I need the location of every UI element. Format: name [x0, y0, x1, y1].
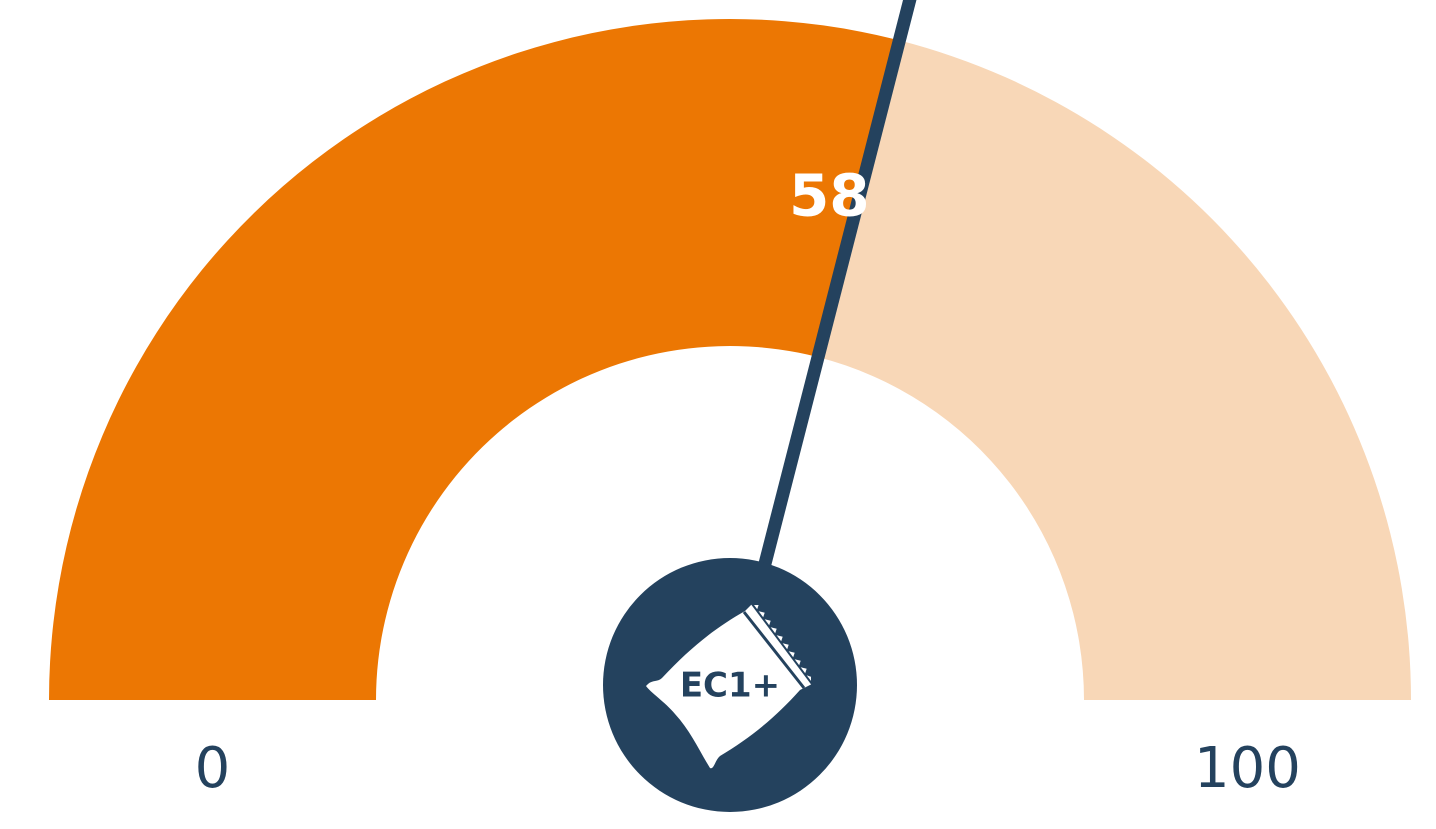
bag-seal-line	[742, 611, 806, 689]
gauge-value-arc	[49, 19, 900, 701]
tick-label: 0	[195, 736, 231, 801]
tick-label: 100	[1194, 736, 1301, 801]
bag-seal	[750, 603, 813, 687]
hub: EC1+	[603, 558, 857, 812]
gauge-arcs	[49, 19, 1411, 701]
icon-label: EC1+	[680, 666, 780, 706]
value-label: 58	[789, 161, 870, 229]
gauge-track	[818, 40, 1411, 700]
